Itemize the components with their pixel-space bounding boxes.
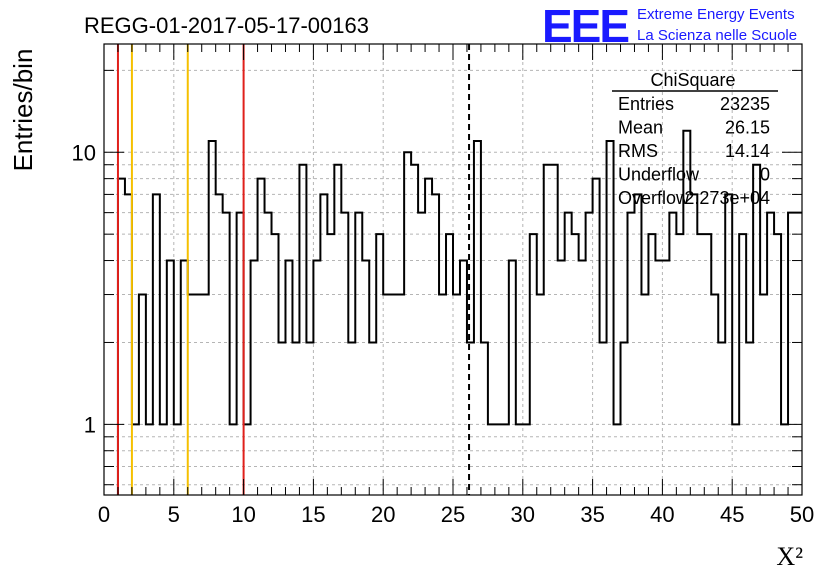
stats-row-value: 23235 <box>720 94 770 114</box>
eee-logo: EEE Extreme Energy Events La Scienza nel… <box>542 0 797 52</box>
x-tick-label: 5 <box>168 502 180 527</box>
stats-row-label: Mean <box>618 118 663 138</box>
stats-row-label: Entries <box>618 94 674 114</box>
stats-box: ChiSquare Entries 23235 Mean 26.15 RMS 14.14 U… <box>612 70 778 208</box>
run-title: REGG-01-2017-05-17-00163 <box>84 13 369 38</box>
x-tick-label: 20 <box>371 502 395 527</box>
x-tick-label: 50 <box>790 502 814 527</box>
histogram-layer <box>116 129 802 495</box>
stats-rows: Entries 23235 Mean 26.15 RMS 14.14 Underflow 0 O… <box>618 94 770 208</box>
y-tick-label: 10 <box>72 140 96 165</box>
eee-logo-mark: EEE <box>542 0 628 52</box>
stats-row-value: 26.15 <box>725 118 770 138</box>
stats-row-label: RMS <box>618 141 658 161</box>
tick-labels-layer: 0 5 10 15 20 25 30 35 40 45 50 1 10 <box>72 140 815 527</box>
x-tick-label: 35 <box>580 502 604 527</box>
x-axis-label: X² <box>776 542 803 571</box>
x-tick-label: 40 <box>650 502 674 527</box>
stats-row-label: Underflow <box>618 165 700 185</box>
y-tick-label: 1 <box>84 412 96 437</box>
eee-logo-line1: Extreme Energy Events <box>637 6 795 23</box>
vertical-lines-layer <box>116 44 471 495</box>
stats-row-value: 2.273e+04 <box>684 188 770 208</box>
y-axis-label: Entries/bin <box>8 49 38 172</box>
axes-layer <box>103 43 803 496</box>
x-tick-label: 30 <box>511 502 535 527</box>
x-tick-label: 45 <box>720 502 744 527</box>
stats-row-value: 0 <box>760 165 770 185</box>
x-tick-label: 25 <box>441 502 465 527</box>
stats-box-title: ChiSquare <box>650 70 735 90</box>
x-tick-label: 10 <box>231 502 255 527</box>
eee-logo-line2: La Scienza nelle Scuole <box>637 27 797 44</box>
stats-row-label: Overflow <box>618 188 690 208</box>
stats-row-value: 14.14 <box>725 141 770 161</box>
x-tick-label: 0 <box>98 502 110 527</box>
x-tick-label: 15 <box>301 502 325 527</box>
histogram-series <box>116 129 802 495</box>
